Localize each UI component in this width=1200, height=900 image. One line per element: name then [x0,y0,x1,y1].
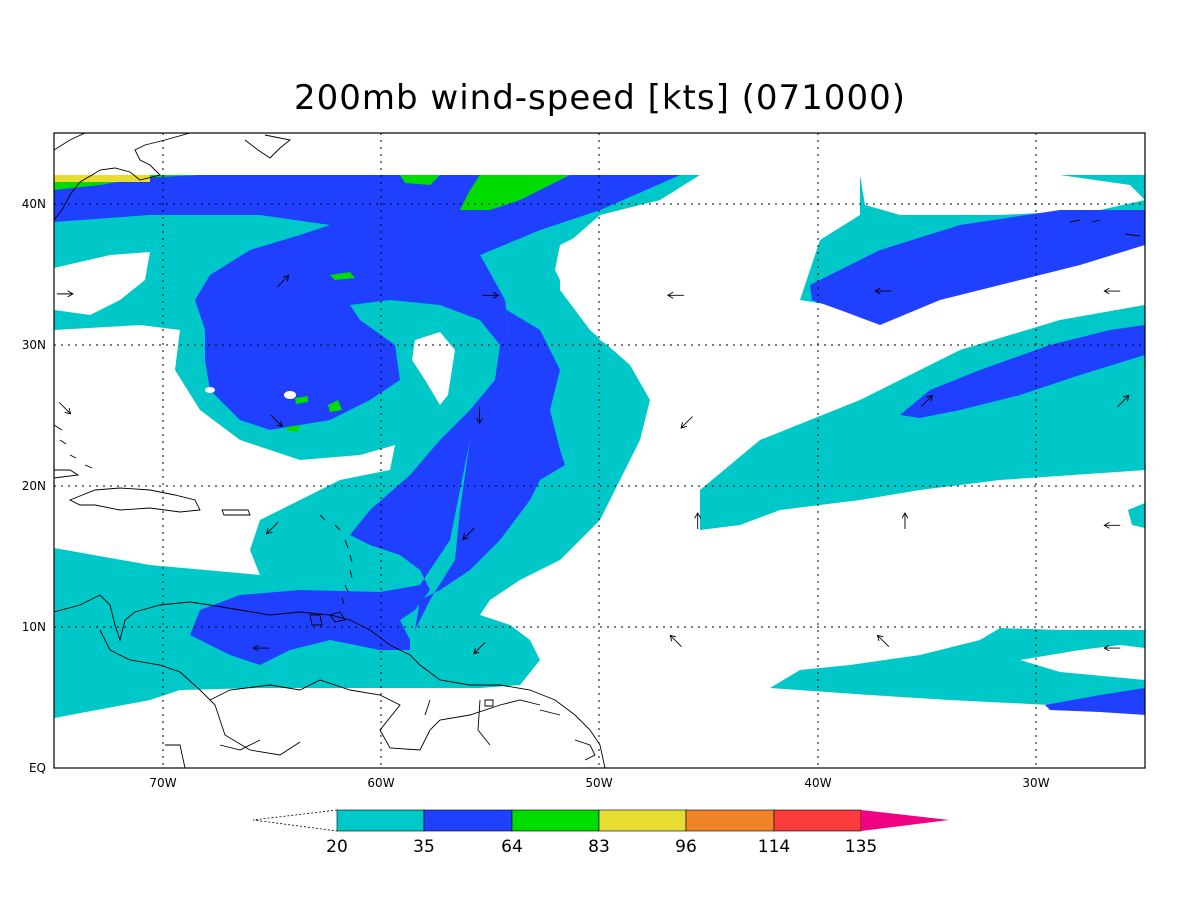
colorbar-bin-96-114 [685,809,775,832]
colorbar-label-114: 114 [758,837,790,857]
colorbar-label-83: 83 [588,837,610,857]
colorbar-bin-20-35 [336,809,425,832]
colorbar-label-35: 35 [413,837,435,857]
white-eddy-1 [284,391,296,399]
wind-vector-7 [270,414,282,426]
wind-vector-8 [681,416,693,428]
lat-tick-20n: 20N [22,479,46,493]
coast-north-america [54,133,191,221]
white-hole-west [54,325,395,575]
colorbar-bin-64-83 [511,809,600,832]
white-hole-northeast [860,175,1145,215]
coast-amazon-delta [484,699,596,761]
wind-vector-22 [58,402,70,413]
wind-vector-19 [877,635,890,647]
wind-vector-1 [277,275,288,288]
axis-ticks: 70W 60W 50W 40W 30W EQ 10N 20N 30N 40N [22,197,1050,790]
lat-tick-eq: EQ [29,761,46,775]
green-cell-2 [328,400,342,412]
cyan-blob-east [1128,503,1145,528]
coast-nova-scotia [244,134,292,159]
wind-vector-17 [474,642,486,653]
green-cell-4 [295,396,308,404]
coast-bahamas [54,424,93,469]
blue-jet-northeast [810,210,1145,325]
coast-cuba-tip [54,469,80,479]
colorbar-label-64: 64 [501,837,523,857]
blue-jet-main [54,175,680,665]
cyan-field-southeast [770,628,1145,710]
green-patch-east [400,175,440,185]
lat-tick-40n: 40N [22,197,46,211]
lat-tick-30n: 30N [22,338,46,352]
colorbar-above-triangle [861,810,949,831]
wind-vector-11 [267,522,279,533]
coast-lesser-antilles [319,514,353,605]
wind-vector-10 [1117,395,1129,408]
coastlines [54,133,1141,768]
lon-tick-30w: 30W [1022,776,1049,790]
blue-jet-southeast [1045,688,1145,715]
coast-puerto-rico [221,509,251,516]
gridlines [54,133,1145,768]
white-hole-ridge [412,332,455,405]
colorbar: 20 35 64 83 96 114 135 [252,809,949,857]
plot-frame [53,132,1146,769]
white-hole-central [555,205,825,360]
colorbar-bin-83-96 [598,809,687,832]
lon-tick-40w: 40W [804,776,831,790]
lon-tick-70w: 70W [149,776,176,790]
white-eddy-2 [205,387,215,393]
blue-jet-core [415,175,680,630]
colorbar-bin-114-135 [773,809,862,832]
wind-vector-18 [670,635,682,647]
coast-hispaniola [68,487,201,513]
yellow-strip-north [54,175,150,182]
colorbar-label-96: 96 [675,837,697,857]
country-borders [165,679,561,768]
colorbar-bin-35-64 [423,809,513,832]
wind-vector-9 [920,395,932,408]
coast-south-america-west [99,629,301,756]
colorbar-label-135: 135 [845,837,877,857]
green-patch-north [460,175,570,210]
green-cell-3 [286,425,300,432]
lat-tick-10n: 10N [22,620,46,634]
colorbar-below-triangle [252,809,338,832]
blue-jet-east [900,325,1145,418]
green-cell-1 [330,272,355,280]
lon-tick-50w: 50W [585,776,612,790]
coast-trinidad [309,611,346,626]
lon-tick-60w: 60W [367,776,394,790]
shaded-fields [54,175,1145,718]
coast-azores [1069,219,1141,237]
white-hole-southeast [1020,645,1145,680]
colorbar-label-20: 20 [326,837,348,857]
wind-vectors [56,275,1129,653]
map-title: 200mb wind-speed [kts] (071000) [294,78,906,118]
wind-vector-12 [463,527,475,539]
white-hole-northwest [54,252,150,315]
